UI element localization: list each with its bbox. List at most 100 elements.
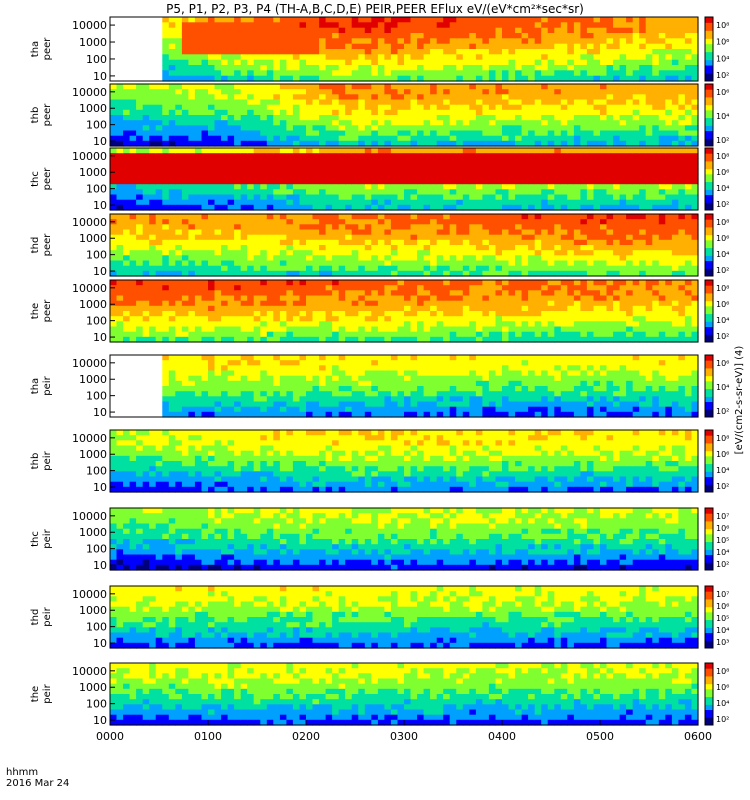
heatmap-cell [691, 104, 699, 111]
heatmap-cell [404, 280, 412, 286]
heatmap-cell [221, 163, 229, 170]
heatmap-cell [279, 321, 287, 328]
heatmap-cell [626, 199, 634, 206]
heatmap-cell [488, 49, 496, 55]
heatmap-cell [221, 321, 229, 328]
heatmap-cell [136, 234, 144, 241]
heatmap-cell [534, 115, 542, 121]
heatmap-cell [253, 270, 261, 277]
heatmap-cell [214, 336, 222, 343]
heatmap-cell [586, 49, 594, 55]
heatmap-cell [593, 49, 601, 55]
heatmap-cell [247, 255, 255, 262]
colorbar-segment [705, 239, 713, 243]
heatmap-cell [358, 120, 366, 126]
heatmap-cell [110, 104, 118, 111]
heatmap-cell [345, 109, 353, 116]
heatmap-cell [168, 270, 176, 277]
heatmap-cell [266, 300, 274, 307]
heatmap-cell [554, 33, 562, 39]
heatmap-cell [469, 168, 477, 175]
heatmap-cell [358, 331, 366, 338]
heatmap-cell [671, 194, 679, 201]
heatmap-cell [208, 168, 216, 175]
heatmap-cell [423, 326, 431, 333]
heatmap-cell [404, 234, 412, 241]
heatmap-cell [221, 120, 229, 126]
heatmap-cell [175, 115, 183, 121]
heatmap-cell [691, 89, 699, 95]
heatmap-cell [397, 311, 405, 317]
heatmap-cell [325, 265, 333, 272]
heatmap-cell [214, 184, 222, 190]
heatmap-cell [201, 148, 209, 154]
heatmap-cell [430, 38, 438, 45]
heatmap-cell [639, 109, 647, 116]
heatmap-cell [332, 153, 340, 159]
heatmap-cell [671, 219, 679, 225]
heatmap-cell [351, 99, 359, 106]
heatmap-cell [586, 65, 594, 71]
heatmap-cell [469, 109, 477, 116]
heatmap-cell [560, 214, 568, 220]
heatmap-cell [181, 153, 189, 159]
heatmap-cell [626, 115, 634, 121]
heatmap-cell [488, 22, 496, 29]
heatmap-cell [351, 189, 359, 196]
heatmap-cell [573, 148, 581, 154]
heatmap-cell [240, 234, 248, 241]
heatmap-cell [162, 168, 170, 175]
heatmap-cell [364, 130, 372, 137]
heatmap-cell [377, 184, 385, 190]
heatmap-cell [208, 290, 216, 297]
y-tick-label: 10000 [72, 216, 107, 229]
heatmap-cell [142, 229, 150, 236]
heatmap-cell [678, 94, 686, 101]
heatmap-cell [260, 316, 268, 322]
heatmap-cell [162, 260, 170, 267]
heatmap-cell [221, 270, 229, 277]
heatmap-cell [580, 109, 588, 116]
heatmap-cell [253, 99, 261, 106]
heatmap-cell [684, 89, 692, 95]
heatmap-cell [593, 22, 601, 29]
heatmap-cell [358, 194, 366, 201]
heatmap-cell [162, 285, 170, 291]
heatmap-cell [528, 229, 536, 236]
heatmap-cell [443, 245, 451, 251]
y-axis-label: peer [42, 167, 53, 191]
heatmap-cell [410, 250, 418, 256]
heatmap-cell [423, 153, 431, 159]
heatmap-cell [364, 245, 372, 251]
heatmap-cell [155, 194, 163, 201]
heatmap-cell [142, 224, 150, 231]
colorbar-segment [705, 179, 713, 183]
heatmap-cell [266, 99, 274, 106]
heatmap-cell [358, 89, 366, 95]
heatmap-cell [306, 194, 314, 201]
heatmap-cell [214, 250, 222, 256]
heatmap-cell [201, 300, 209, 307]
heatmap-cell [475, 17, 483, 23]
heatmap-cell [312, 158, 320, 165]
heatmap-cell [240, 179, 248, 185]
heatmap-cell [364, 184, 372, 190]
heatmap-cell [221, 125, 229, 132]
heatmap-cell [639, 115, 647, 121]
heatmap-cell [436, 224, 444, 231]
heatmap-cell [332, 204, 340, 211]
heatmap-cell [475, 109, 483, 116]
heatmap-cell [345, 179, 353, 185]
heatmap-cell [613, 27, 621, 34]
heatmap-cell [332, 75, 340, 82]
heatmap-cell [188, 135, 196, 142]
heatmap-cell [678, 43, 686, 50]
heatmap-cell [234, 17, 242, 23]
heatmap-cell [358, 33, 366, 39]
heatmap-cell [665, 153, 673, 159]
heatmap-cell [613, 125, 621, 132]
heatmap-cell [390, 321, 398, 328]
heatmap-cell [116, 194, 124, 201]
heatmap-cell [652, 189, 660, 196]
